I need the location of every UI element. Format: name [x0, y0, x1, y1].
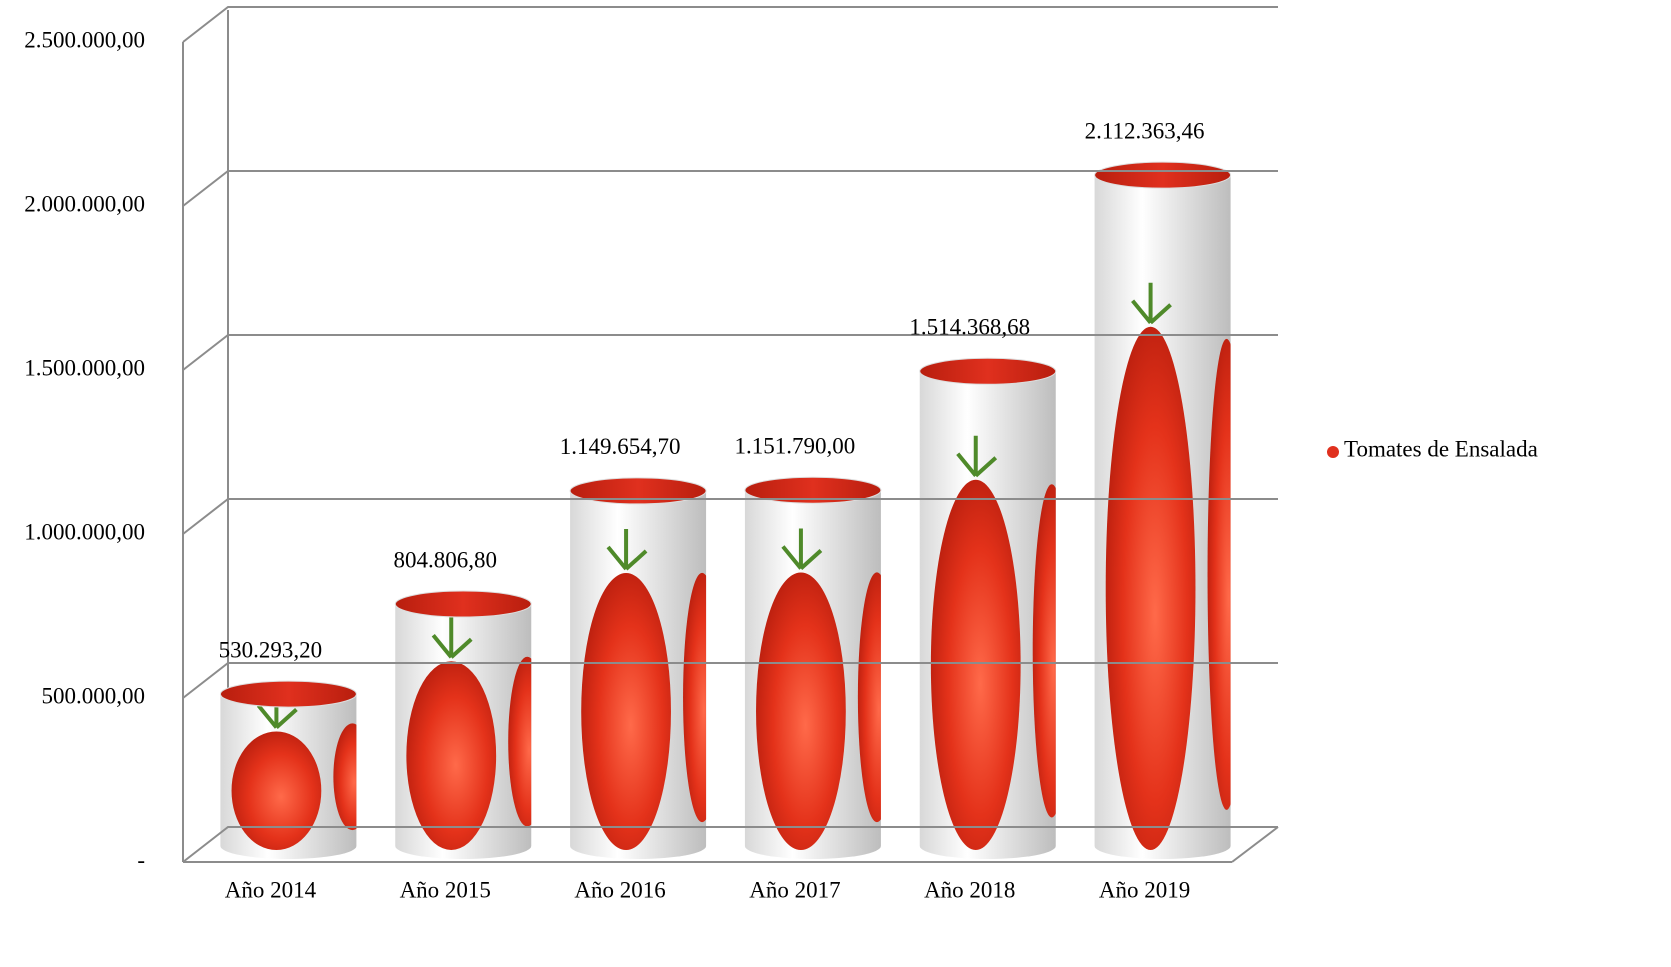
- tomato-image: [756, 528, 881, 850]
- y-tick-label: 1.500.000,00: [24, 355, 145, 380]
- grid-line: [182, 334, 1278, 371]
- tomato: [1207, 338, 1231, 810]
- cylinder-top: [1094, 161, 1232, 189]
- cylinder: [919, 357, 1057, 860]
- tomato: [1032, 484, 1056, 818]
- tomato: [508, 656, 532, 827]
- x-tick-label: Año 2018: [924, 877, 1015, 902]
- value-label: 804.806,80: [394, 547, 498, 572]
- tomato-image: [930, 435, 1056, 850]
- x-tick-label: Año 2017: [749, 877, 840, 902]
- y-tick-label: 500.000,00: [42, 683, 146, 708]
- value-label: 1.149.654,70: [560, 434, 681, 459]
- tomato: [857, 572, 881, 823]
- cylinder: [744, 476, 882, 860]
- tomato-image: [406, 617, 532, 850]
- value-label: 530.293,20: [219, 637, 323, 662]
- grid-line: [182, 826, 1278, 863]
- y-tick-label: 2.000.000,00: [24, 191, 145, 216]
- tomato: [930, 479, 1021, 850]
- x-tick-label: Año 2014: [225, 877, 317, 902]
- legend-marker: [1327, 446, 1339, 458]
- stem: [431, 617, 473, 659]
- cylinder-top: [744, 476, 882, 504]
- grid-line: [182, 662, 1278, 699]
- stem: [1131, 282, 1172, 325]
- cylinder: [394, 590, 532, 860]
- y-tick-label: 2.500.000,00: [24, 27, 145, 52]
- value-label: 1.151.790,00: [735, 433, 856, 458]
- cylinder: [1094, 161, 1232, 860]
- stem: [781, 528, 823, 570]
- cylinder-top: [569, 477, 707, 505]
- tomato: [406, 661, 497, 850]
- x-tick-label: Año 2015: [400, 877, 491, 902]
- x-tick-label: Año 2019: [1099, 877, 1190, 902]
- cylinder-top: [919, 357, 1057, 385]
- cylinder-top: [219, 680, 357, 708]
- stem: [606, 529, 648, 571]
- grid-line: [182, 498, 1278, 535]
- legend-label: Tomates de Ensalada: [1344, 436, 1538, 461]
- y-tick-label: 1.000.000,00: [24, 519, 145, 544]
- y-tick-label: -: [137, 847, 145, 872]
- tomato: [231, 731, 322, 850]
- tomato: [756, 572, 846, 850]
- x-tick-label: Año 2016: [574, 877, 665, 902]
- tomato: [333, 723, 357, 831]
- grid-line: [182, 170, 1278, 207]
- grid-line: [182, 6, 1278, 43]
- value-label: 2.112.363,46: [1085, 118, 1205, 143]
- cylinder-top: [394, 590, 532, 618]
- tomato: [683, 572, 707, 823]
- tomato: [581, 573, 671, 850]
- tomato-image: [1105, 282, 1231, 850]
- value-label: 1.514.368,68: [909, 315, 1030, 340]
- stem: [956, 435, 998, 478]
- tomato-image: [581, 529, 707, 850]
- tomato: [1105, 326, 1196, 850]
- cylinder: [569, 477, 707, 860]
- cylinder: [219, 680, 357, 859]
- floor-edge: [1231, 826, 1279, 863]
